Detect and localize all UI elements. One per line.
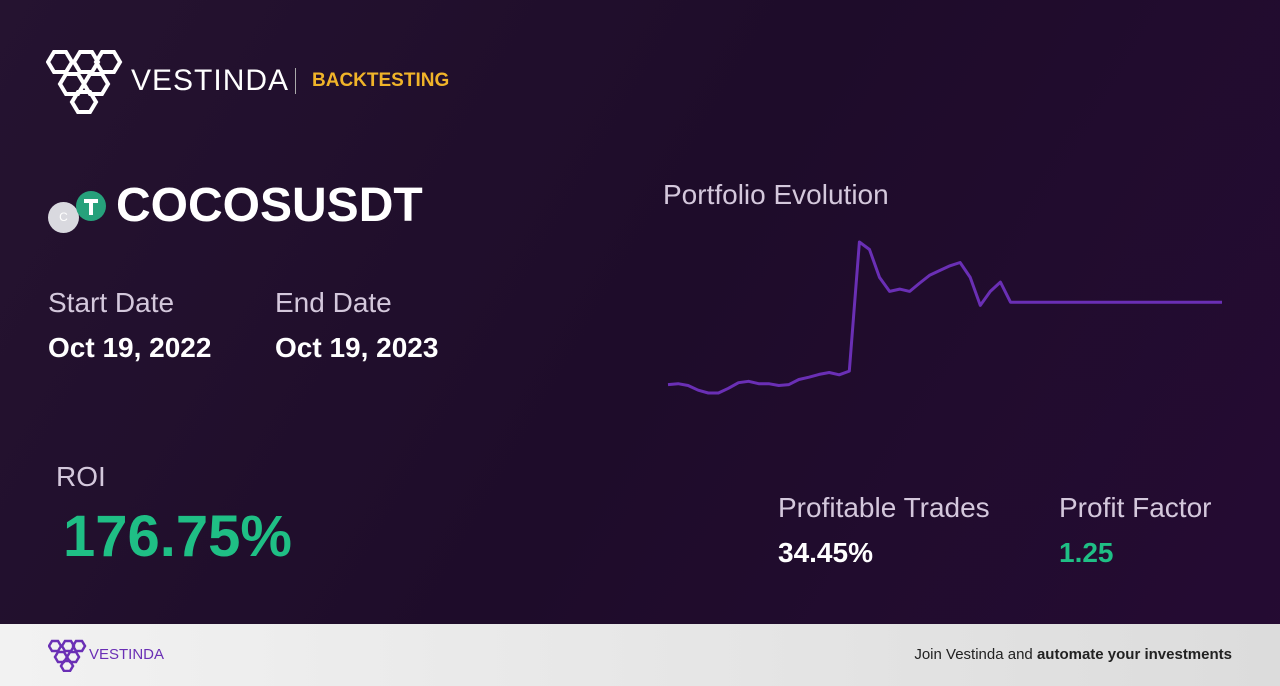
profitable-label: Profitable Trades (778, 492, 990, 523)
portfolio-line (667, 240, 1222, 395)
logo (46, 50, 123, 114)
cta-text: Join Vestinda and (914, 646, 1033, 663)
end-date: Oct 19, 2023 (275, 332, 439, 363)
brand: VESTINDA (131, 64, 290, 97)
footer: VESTINDA Join Vestinda and automate your… (0, 624, 1280, 686)
divider (295, 68, 296, 94)
factor-label: Profit Factor (1059, 492, 1212, 523)
end-label: End Date (275, 287, 392, 318)
footer-cta: Join Vestinda and automate your investme… (914, 646, 1232, 663)
profitable-value: 34.45% (778, 537, 873, 568)
section: BACKTESTING (312, 70, 450, 91)
factor-value: 1.25 (1059, 537, 1114, 568)
symbol: COCOSUSDT (116, 179, 423, 232)
chart (667, 240, 1222, 395)
tether-icon (76, 191, 106, 221)
cta-bold: automate your investments (1036, 646, 1232, 663)
roi-value: 176.75% (63, 504, 292, 569)
footer-logo (48, 639, 87, 672)
start-label: Start Date (48, 287, 175, 318)
chart-title: Portfolio Evolution (663, 179, 889, 210)
start-date: Oct 19, 2022 (48, 332, 212, 363)
coin-icon: C (48, 202, 79, 233)
roi-label: ROI (56, 461, 106, 492)
footer-brand: VESTINDA (89, 646, 165, 663)
